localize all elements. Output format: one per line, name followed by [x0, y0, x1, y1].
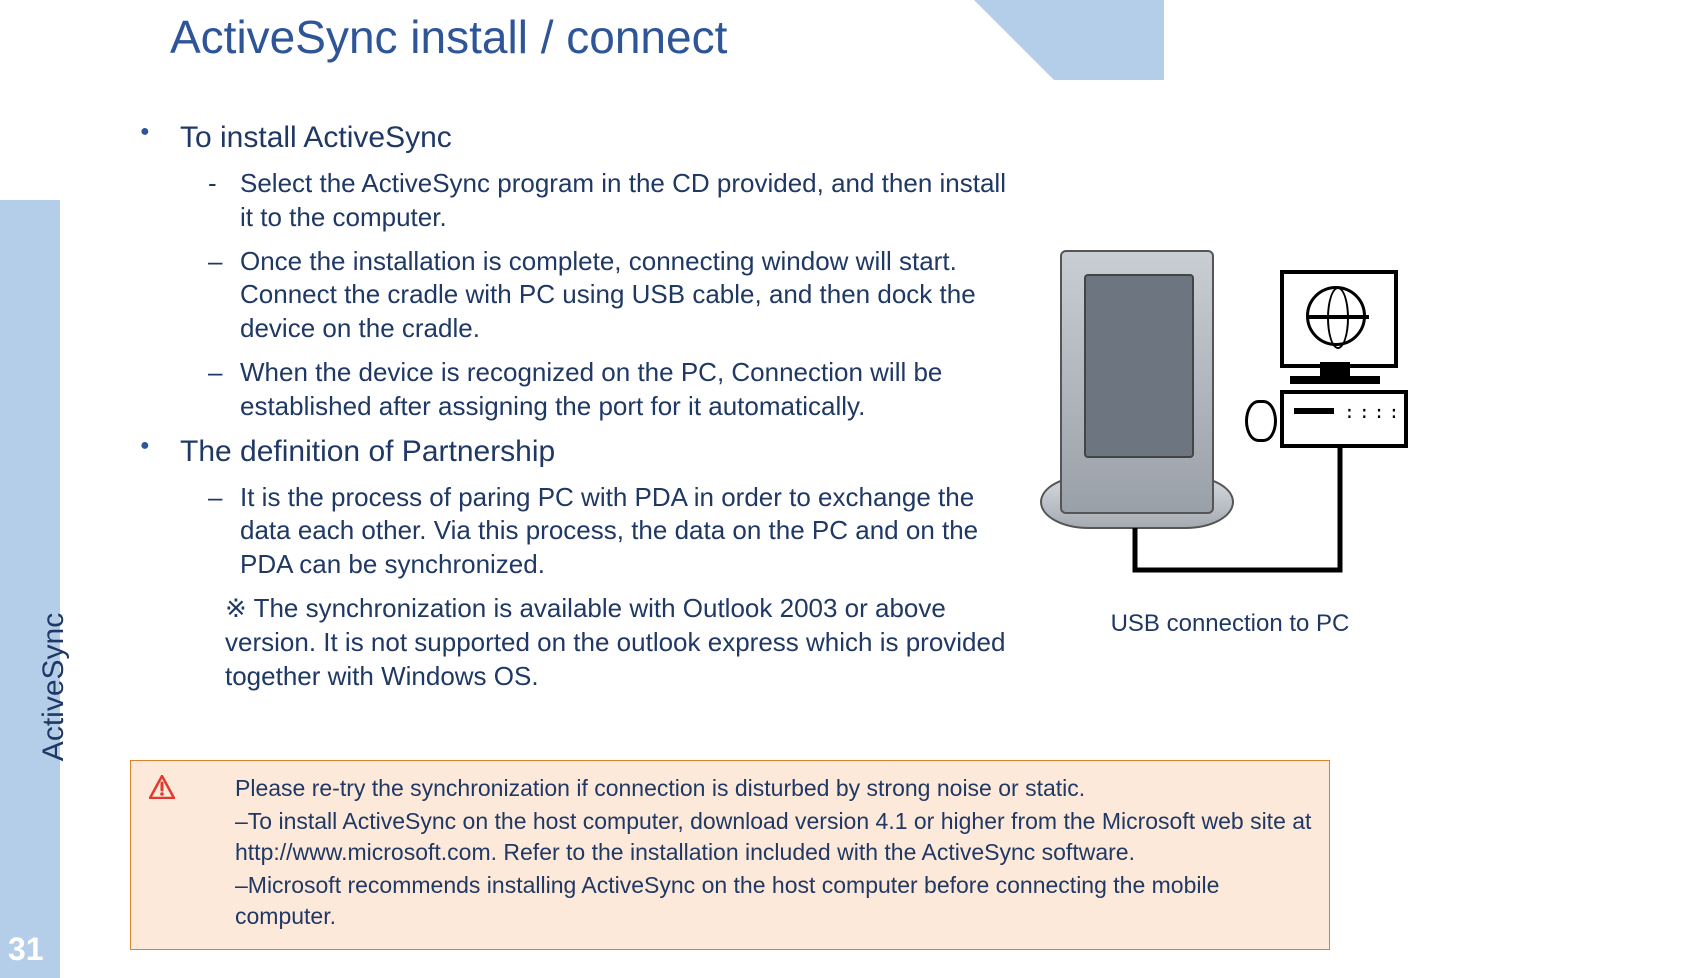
note-item: ※ The synchronization is available with …	[120, 592, 1020, 693]
title-tab-decor-fill	[1054, 0, 1164, 80]
page-number: 31	[8, 931, 44, 968]
bullet-item: – It is the process of paring PC with PD…	[120, 481, 1020, 582]
mouse-icon	[1245, 400, 1277, 442]
bullet-text: Once the installation is complete, conne…	[240, 246, 976, 344]
globe-icon	[1306, 286, 1366, 346]
section-heading: To install ActiveSync	[120, 118, 1020, 157]
pc-box: ::::	[1280, 390, 1408, 448]
pc-base	[1290, 376, 1380, 384]
bullet-item: - Select the ActiveSync program in the C…	[120, 167, 1020, 235]
pc-monitor	[1280, 270, 1398, 368]
cradle	[1060, 250, 1214, 514]
bullet-marker: –	[208, 356, 222, 390]
bullet-marker: –	[208, 245, 222, 279]
title-tab-decor	[974, 0, 1054, 80]
bullet-text: Select the ActiveSync program in the CD …	[240, 168, 1006, 232]
left-band: ActiveSync 31	[0, 200, 60, 978]
device-screen	[1084, 274, 1194, 458]
bullet-marker: –	[208, 481, 222, 515]
bullet-item: – When the device is recognized on the P…	[120, 356, 1020, 424]
page-title: ActiveSync install / connect	[170, 0, 1070, 64]
warning-line: Please re-try the synchronization if con…	[235, 773, 1315, 804]
section-heading: The definition of Partnership	[120, 432, 1020, 471]
bullet-text: It is the process of paring PC with PDA …	[240, 482, 978, 580]
warning-box: Please re-try the synchronization if con…	[130, 760, 1330, 950]
note-marker: ※	[225, 593, 247, 623]
bullet-marker: -	[208, 167, 217, 201]
note-text: The synchronization is available with Ou…	[225, 593, 1005, 691]
warning-line: –Microsoft recommends installing ActiveS…	[235, 870, 1315, 932]
warning-body: Please re-try the synchronization if con…	[235, 773, 1315, 932]
content: To install ActiveSync - Select the Activ…	[120, 110, 1020, 693]
side-label: ActiveSync	[37, 613, 71, 761]
title-block: ActiveSync install / connect	[170, 0, 1070, 80]
figure-caption: USB connection to PC	[1050, 610, 1410, 638]
pc-slot	[1294, 408, 1334, 414]
bullet-item: – Once the installation is complete, con…	[120, 245, 1020, 346]
warning-line: –To install ActiveSync on the host compu…	[235, 806, 1315, 868]
pc-stand	[1320, 362, 1350, 376]
warning-icon	[149, 773, 175, 808]
bullet-text: When the device is recognized on the PC,…	[240, 357, 942, 421]
figure-usb-connection: ::::	[1040, 250, 1420, 630]
pc-dots: ::::	[1344, 402, 1403, 423]
